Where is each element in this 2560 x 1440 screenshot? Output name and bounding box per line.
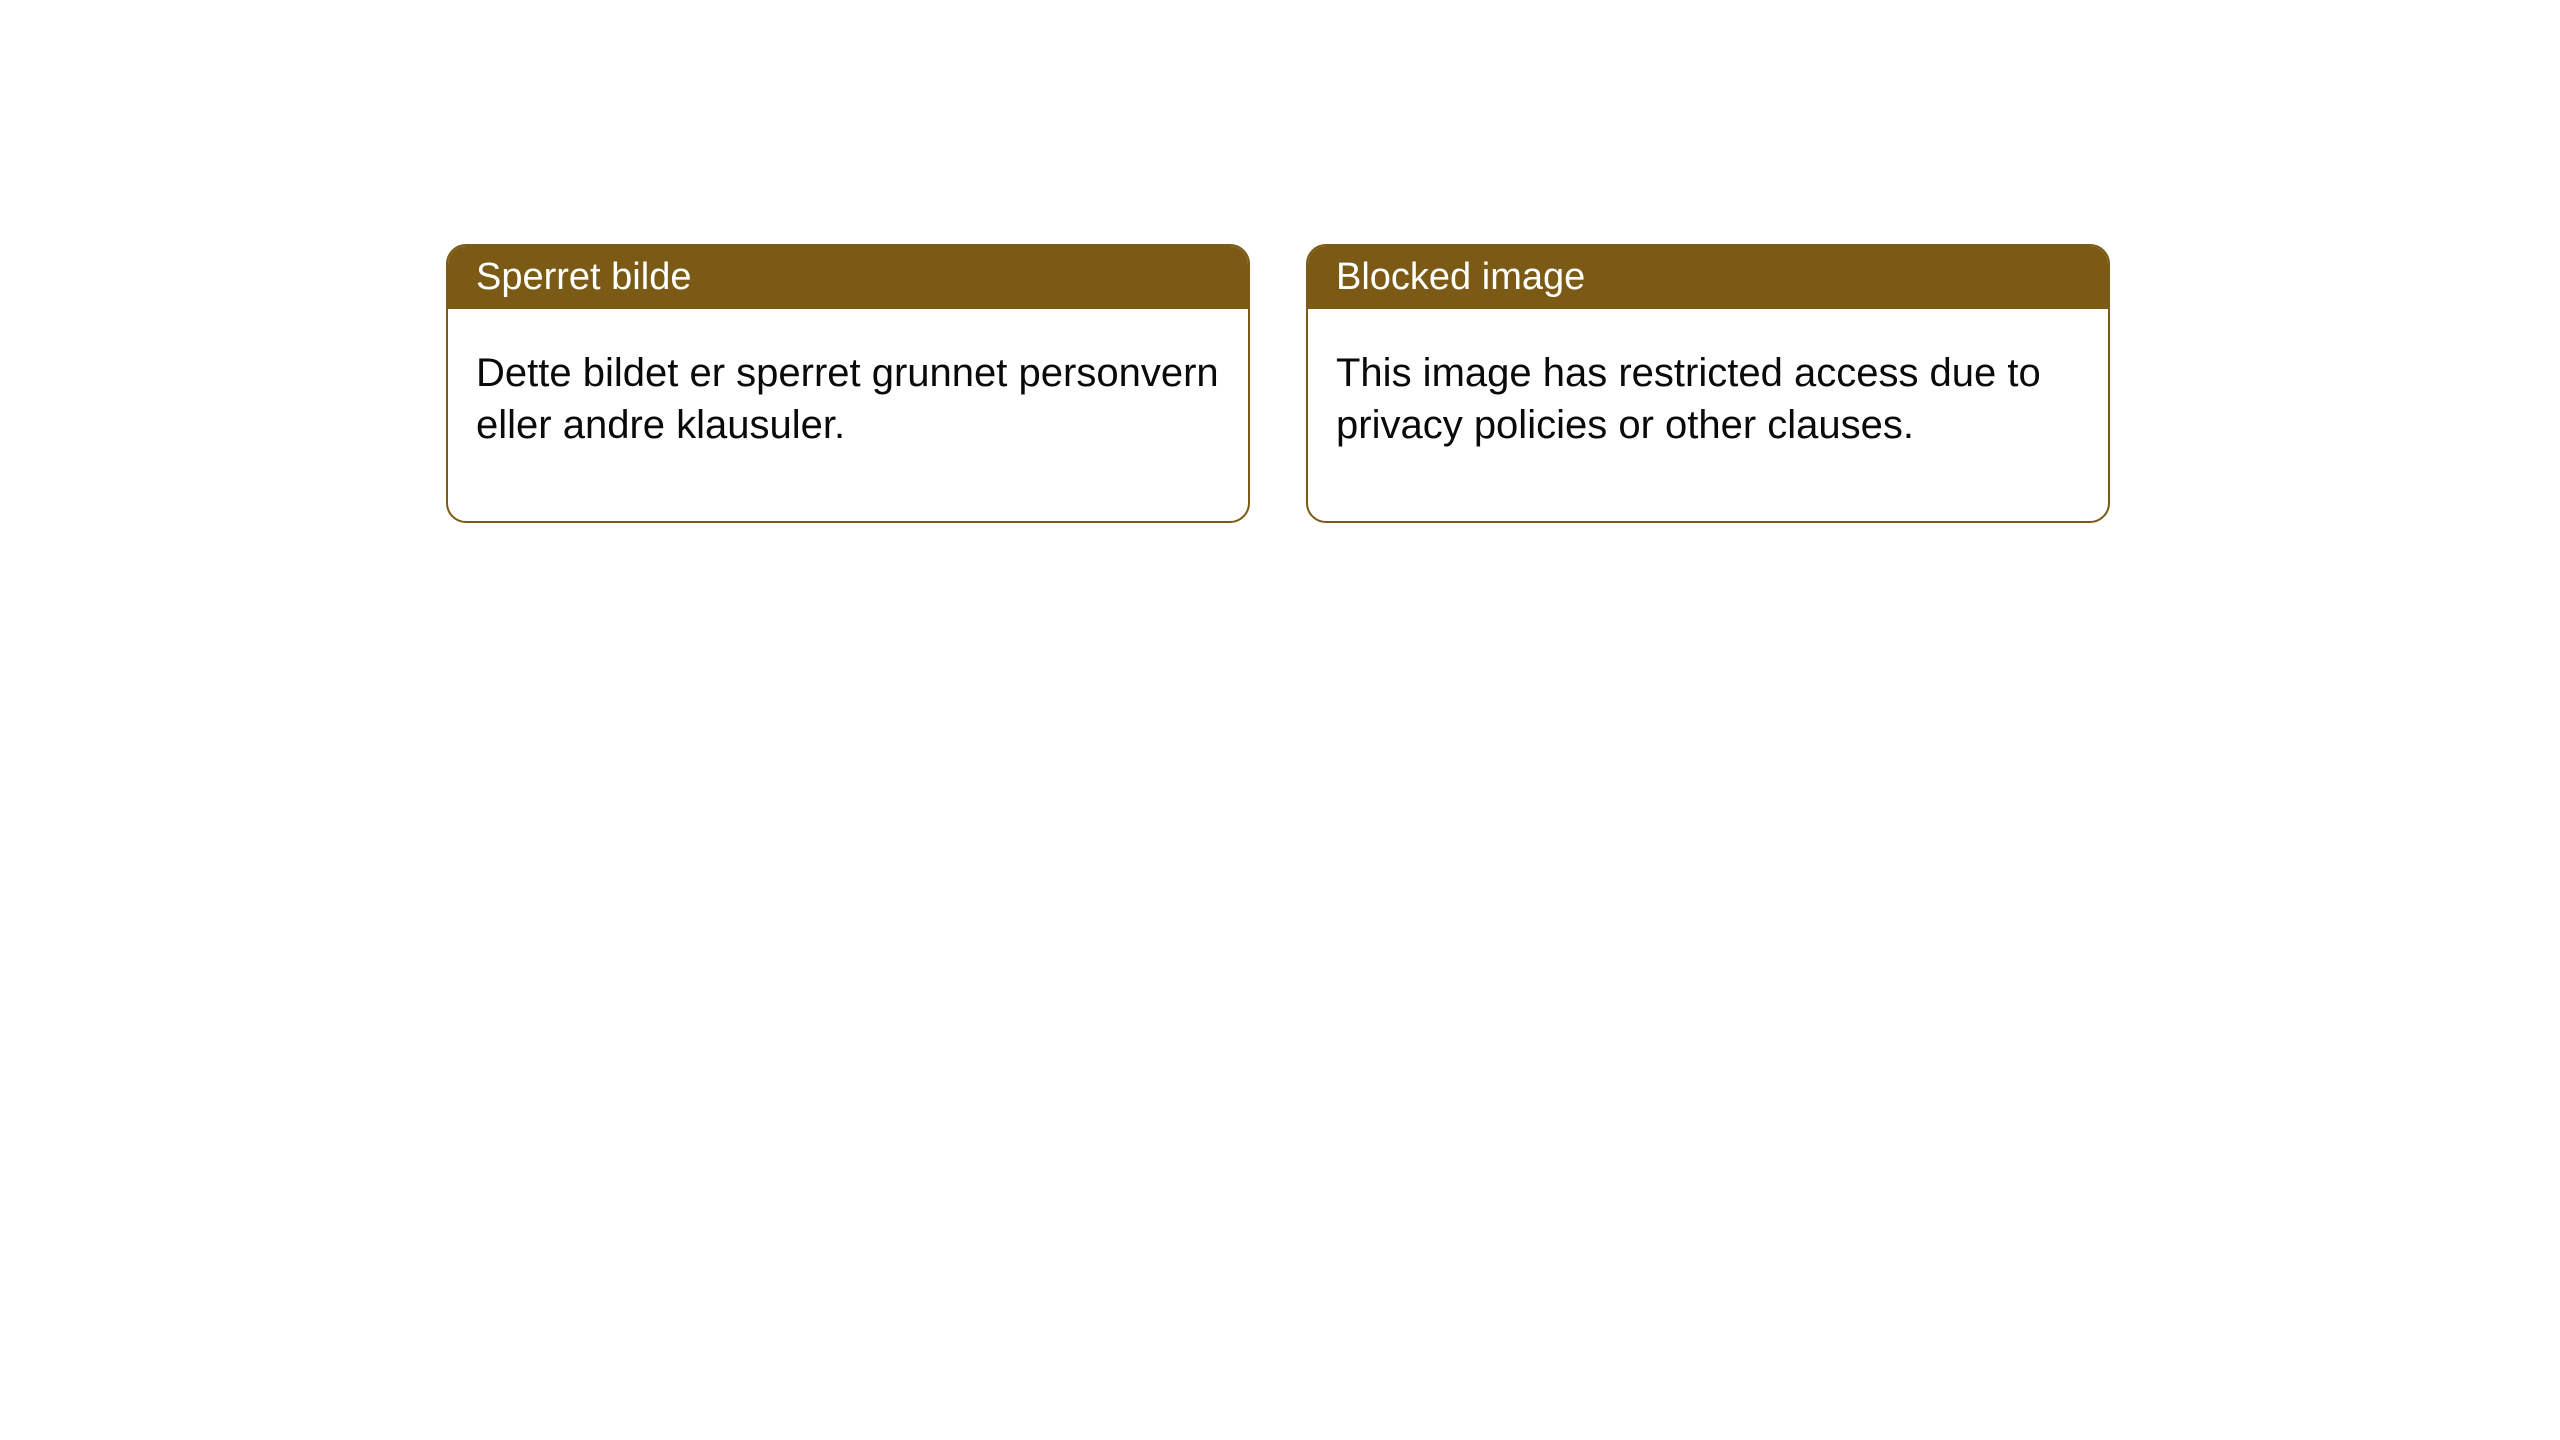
notice-header: Sperret bilde xyxy=(448,246,1248,309)
notice-body: This image has restricted access due to … xyxy=(1308,309,2108,521)
notice-header: Blocked image xyxy=(1308,246,2108,309)
notices-container: Sperret bilde Dette bildet er sperret gr… xyxy=(446,244,2110,523)
notice-body-text: This image has restricted access due to … xyxy=(1336,351,2041,447)
notice-box-english: Blocked image This image has restricted … xyxy=(1306,244,2110,523)
notice-title: Blocked image xyxy=(1336,256,1585,298)
notice-body: Dette bildet er sperret grunnet personve… xyxy=(448,309,1248,521)
notice-box-norwegian: Sperret bilde Dette bildet er sperret gr… xyxy=(446,244,1250,523)
notice-title: Sperret bilde xyxy=(476,256,691,298)
notice-body-text: Dette bildet er sperret grunnet personve… xyxy=(476,351,1219,447)
